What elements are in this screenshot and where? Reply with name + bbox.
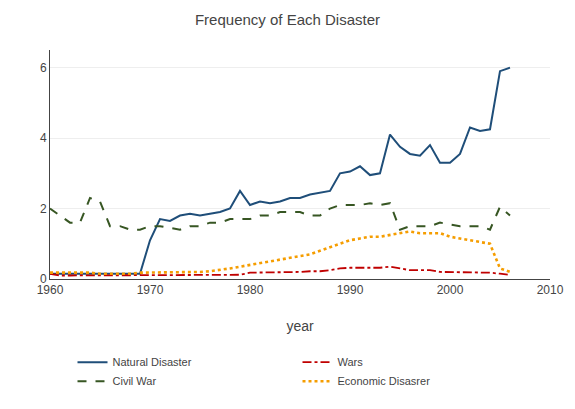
svg-text:1970: 1970	[137, 283, 164, 297]
svg-text:1980: 1980	[237, 283, 264, 297]
svg-text:2010: 2010	[537, 283, 564, 297]
svg-text:4: 4	[40, 131, 47, 145]
svg-text:Civil War: Civil War	[113, 375, 157, 387]
svg-text:year: year	[286, 318, 314, 334]
svg-text:Wars: Wars	[338, 356, 364, 368]
svg-text:Economic Disasrer: Economic Disasrer	[338, 375, 431, 387]
svg-text:0: 0	[40, 272, 47, 286]
svg-text:1990: 1990	[337, 283, 364, 297]
svg-text:2000: 2000	[437, 283, 464, 297]
svg-text:1960: 1960	[37, 283, 64, 297]
svg-text:6: 6	[40, 61, 47, 75]
svg-text:2: 2	[40, 202, 47, 216]
svg-text:Frequency of Each Disaster: Frequency of Each Disaster	[195, 11, 380, 28]
svg-text:Natural Disaster: Natural Disaster	[113, 356, 192, 368]
